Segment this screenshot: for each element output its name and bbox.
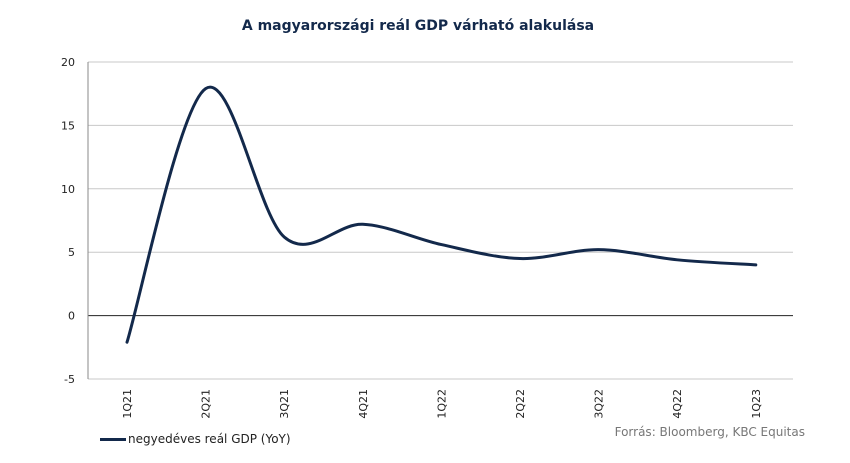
y-axis: -5 0 5 10 15 20 bbox=[61, 56, 89, 386]
legend-label: negyedéves reál GDP (YoY) bbox=[128, 432, 291, 446]
y-tick-label: 10 bbox=[61, 183, 75, 196]
x-axis: 1Q21 2Q21 3Q21 4Q21 1Q22 2Q22 3Q22 4Q22 1Q23 bbox=[121, 389, 763, 419]
gridlines bbox=[88, 61, 793, 380]
x-tick-label: 3Q21 bbox=[278, 389, 291, 419]
legend-swatch bbox=[100, 437, 126, 441]
y-tick-label: 20 bbox=[61, 56, 75, 69]
source-note: Forrás: Bloomberg, KBC Equitas bbox=[614, 425, 805, 439]
y-tick-label: 0 bbox=[68, 310, 75, 323]
x-tick-label: 1Q23 bbox=[750, 389, 763, 419]
x-tick-label: 2Q22 bbox=[514, 389, 527, 419]
y-tick-label: -5 bbox=[64, 373, 75, 386]
y-tick-label: 15 bbox=[61, 119, 75, 132]
chart-title: A magyarországi reál GDP várható alakulá… bbox=[241, 18, 595, 34]
series-layer bbox=[125, 85, 758, 344]
series-line bbox=[125, 85, 758, 344]
legend: negyedéves reál GDP (YoY) bbox=[100, 432, 291, 446]
x-tick-label: 1Q22 bbox=[435, 389, 448, 419]
y-tick-label: 5 bbox=[68, 246, 75, 259]
x-tick-label: 4Q21 bbox=[357, 389, 370, 419]
x-tick-label: 4Q22 bbox=[671, 389, 684, 419]
x-tick-label: 3Q22 bbox=[593, 389, 606, 419]
x-tick-label: 1Q21 bbox=[121, 389, 134, 419]
x-tick-label: 2Q21 bbox=[200, 389, 213, 419]
